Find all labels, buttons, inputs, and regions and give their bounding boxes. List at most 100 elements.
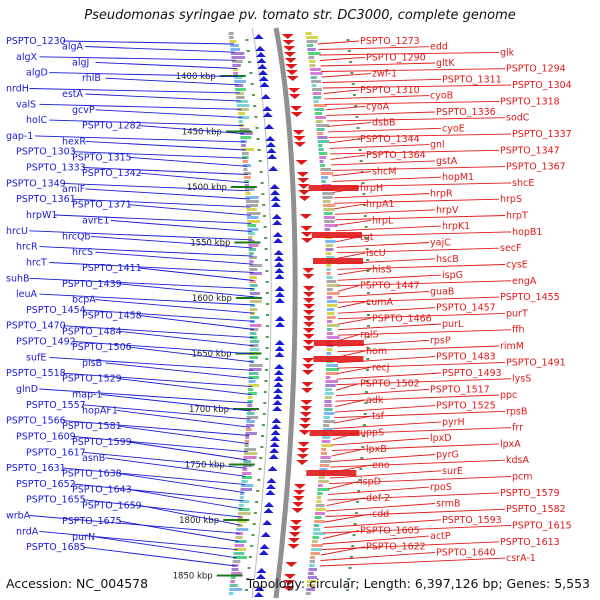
gene-leader-line — [105, 77, 239, 86]
gene-label: PSPTO_1230 — [6, 36, 66, 47]
gene-label: hrpA1 — [366, 199, 395, 210]
gene-label: amiF — [62, 184, 85, 195]
gene-label: actP — [430, 531, 451, 542]
track-block — [234, 80, 246, 83]
gene-label: cyoB — [430, 91, 453, 102]
gene-leader-line — [321, 68, 506, 72]
track-block — [306, 36, 318, 39]
track-block — [241, 152, 249, 155]
track-block — [308, 60, 316, 63]
gene-leader-line — [95, 251, 254, 265]
track-block — [233, 72, 239, 75]
track-block — [323, 216, 335, 219]
track-block — [247, 232, 255, 235]
gene-leader-line — [49, 356, 253, 371]
track-block — [247, 224, 257, 227]
reverse-gene-arrow — [287, 544, 300, 549]
reverse-gene-arrow — [301, 370, 314, 375]
track-block — [246, 424, 255, 427]
track-block — [250, 304, 256, 307]
track-block — [247, 220, 260, 223]
forward-gene-arrow — [260, 94, 271, 99]
forward-gene-arrow — [265, 484, 276, 489]
accession-label: Accession: NC_004578 — [6, 576, 149, 591]
track-block — [309, 64, 316, 67]
gene-leader-line — [95, 536, 237, 559]
track-block — [314, 112, 322, 115]
gene-leader-line — [118, 473, 245, 494]
forward-gene-arrow — [273, 388, 284, 393]
track-block — [238, 116, 250, 119]
gene-label: PSPTO_1518 — [6, 368, 66, 379]
reverse-strand-genes — [281, 34, 364, 591]
track-block — [249, 264, 263, 267]
gene-leader-line — [332, 176, 442, 182]
track-block — [320, 452, 327, 455]
track-block — [232, 68, 239, 71]
gene-label: PSPTO_1484 — [62, 326, 122, 337]
gene-label: purT — [506, 308, 528, 319]
gene-leader-line — [62, 325, 254, 339]
track-block — [231, 60, 243, 63]
track-block — [243, 460, 251, 463]
gene-track-strips — [228, 32, 340, 595]
reverse-gene-arrow — [283, 46, 296, 51]
forward-gene-arrow — [270, 430, 281, 435]
track-block — [237, 108, 249, 111]
gene-label: PSPTO_1517 — [430, 384, 490, 395]
track-block — [250, 324, 262, 327]
track-block — [320, 460, 332, 463]
track-block — [243, 164, 251, 167]
forward-gene-arrow — [274, 346, 285, 351]
gene-leader-line — [118, 378, 252, 396]
track-block — [249, 300, 262, 303]
track-block — [317, 488, 330, 491]
gene-leader-line — [337, 290, 430, 298]
gene-label: PSPTO_1613 — [500, 537, 560, 548]
gene-label: PSPTO_1491 — [506, 357, 566, 368]
forward-gene-arrow — [274, 274, 285, 279]
gene-leader-line — [72, 436, 248, 453]
gene-label: gnl — [430, 140, 445, 151]
gene-leader-line — [332, 182, 512, 188]
track-block — [243, 172, 252, 175]
track-block — [323, 412, 335, 415]
gene-label: tgt — [360, 232, 374, 243]
track-block — [312, 92, 322, 95]
gene-leader-line — [62, 420, 250, 436]
track-block — [249, 368, 262, 371]
gene-label: cyoE — [442, 123, 465, 134]
gene-leader-line — [333, 187, 360, 193]
track-block — [230, 576, 236, 579]
track-block — [312, 532, 326, 535]
gene-label: cdd — [372, 509, 389, 520]
track-block — [324, 400, 332, 403]
track-block — [245, 432, 257, 435]
track-block — [322, 192, 335, 195]
gene-label: PSPTO_1454 — [26, 305, 86, 316]
track-block — [306, 584, 316, 587]
gene-leader-line — [335, 383, 360, 391]
forward-gene-arrow — [272, 406, 283, 411]
track-block — [248, 248, 256, 251]
gene-label: PSPTO_1675 — [62, 516, 122, 527]
gene-leader-line — [323, 84, 512, 89]
gene-leader-line — [335, 225, 442, 232]
track-block — [249, 340, 260, 343]
track-block — [246, 412, 255, 415]
gene-label: hrpS — [500, 194, 522, 205]
track-block — [249, 260, 254, 263]
track-block — [240, 484, 254, 487]
gene-label: hrcS — [72, 247, 93, 258]
gene-label: yajC — [430, 238, 451, 249]
track-block — [323, 212, 333, 215]
gene-label: pyrG — [436, 450, 459, 461]
track-block — [241, 480, 248, 483]
track-block — [229, 44, 239, 47]
gene-label: cyoA — [366, 101, 390, 112]
reverse-gene-arrow — [288, 88, 301, 93]
gene-label: ffh — [512, 325, 525, 336]
track-block — [229, 588, 243, 591]
gene-label: purN — [72, 532, 95, 543]
gene-leader-line — [82, 499, 242, 518]
